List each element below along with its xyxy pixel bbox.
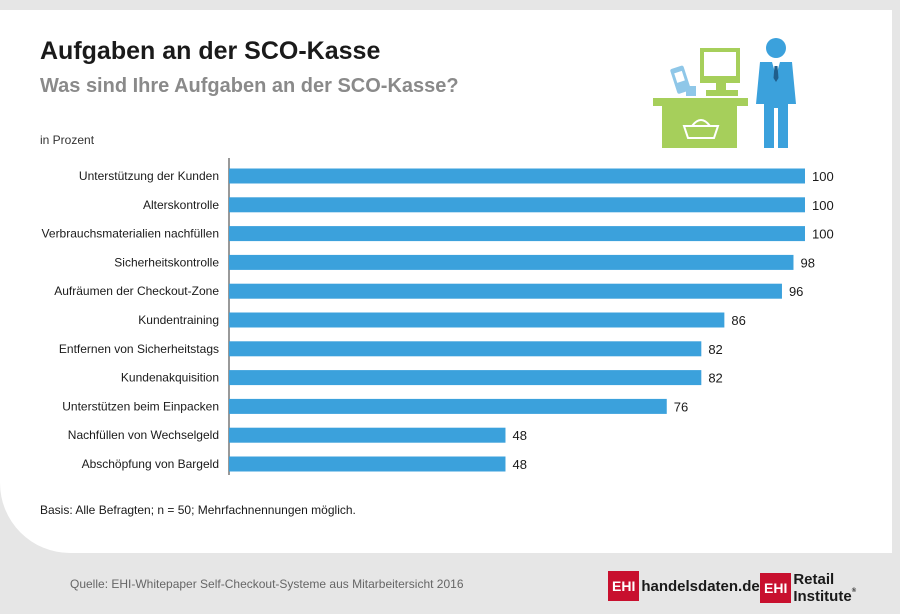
- value-label: 98: [800, 255, 814, 270]
- value-label: 82: [708, 371, 722, 386]
- bar: [229, 283, 782, 299]
- bar: [229, 168, 805, 184]
- category-label: Alterskontrolle: [143, 198, 219, 212]
- value-label: 100: [812, 198, 834, 213]
- category-label: Aufräumen der Checkout-Zone: [54, 284, 219, 298]
- chart-title: Aufgaben an der SCO-Kasse: [40, 37, 381, 65]
- ehi-logo-icon: EHI: [608, 571, 640, 601]
- bar: [229, 197, 805, 213]
- value-label: 86: [731, 313, 745, 328]
- bar: [229, 226, 805, 242]
- chart-subtitle: Was sind Ihre Aufgaben an der SCO-Kasse?: [40, 75, 459, 97]
- bar: [229, 341, 702, 357]
- value-label: 100: [812, 227, 834, 242]
- handelsdaten-logo[interactable]: EHI handelsdaten.de: [608, 571, 760, 601]
- category-label: Unterstützen beim Einpacken: [62, 399, 219, 413]
- logo-text: handelsdaten.de: [641, 577, 760, 595]
- value-label: 48: [512, 457, 526, 472]
- category-label: Nachfüllen von Wechselgeld: [68, 428, 219, 442]
- category-label: Unterstützung der Kunden: [79, 169, 219, 183]
- bar: [229, 427, 506, 443]
- value-label: 82: [708, 342, 722, 357]
- bar: [229, 398, 667, 414]
- bar: [229, 370, 702, 386]
- category-label: Verbrauchsmaterialien nachfüllen: [42, 227, 219, 241]
- logo-text: Retail Institute®: [793, 571, 857, 605]
- category-label: Entfernen von Sicherheitstags: [59, 342, 219, 356]
- category-label: Abschöpfung von Bargeld: [82, 457, 219, 471]
- value-label: 48: [512, 428, 526, 443]
- value-label: 100: [812, 169, 834, 184]
- bar: [229, 456, 506, 472]
- self-checkout-cashier-icon: [653, 38, 796, 148]
- category-label: Kundentraining: [138, 313, 219, 327]
- bar-chart: Unterstützung der Kunden 100 Alterskontrol…: [42, 158, 834, 475]
- source-note: Quelle: EHI-Whitepaper Self-Checkout-Sys…: [70, 577, 464, 591]
- value-label: 76: [674, 399, 688, 414]
- ehi-retail-institute-logo[interactable]: EHI Retail Institute®: [760, 571, 900, 605]
- unit-label: in Prozent: [40, 133, 95, 147]
- bar: [229, 254, 794, 270]
- category-label: Kundenakquisition: [121, 371, 219, 385]
- category-label: Sicherheitskontrolle: [114, 255, 219, 269]
- bar: [229, 312, 725, 328]
- value-label: 96: [789, 284, 803, 299]
- basis-note: Basis: Alle Befragten; n = 50; Mehrfachn…: [40, 503, 356, 517]
- ehi-logo-icon: EHI: [760, 573, 792, 603]
